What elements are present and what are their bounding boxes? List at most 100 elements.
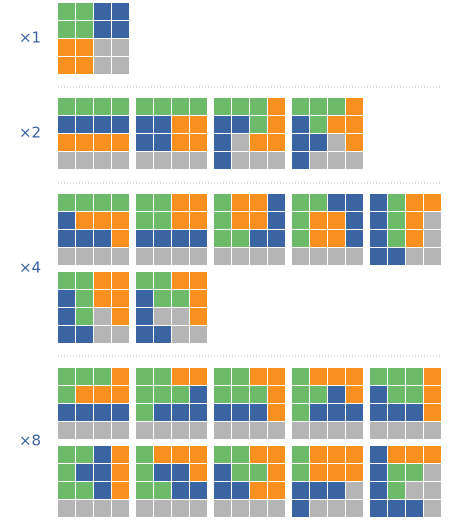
grid-cell	[136, 290, 153, 307]
grid-cell	[328, 446, 345, 463]
grid-cell	[190, 134, 207, 151]
grid-cell	[136, 446, 153, 463]
grid-cell	[76, 464, 93, 481]
grid-cell	[328, 134, 345, 151]
grid-cell	[268, 386, 285, 403]
grid-cell	[76, 404, 93, 421]
grid-cell	[112, 500, 129, 517]
grid-cell	[136, 308, 153, 325]
grid-cell	[154, 368, 171, 385]
grid-cell	[190, 212, 207, 229]
grid-cell	[232, 404, 249, 421]
grid-cell	[94, 404, 111, 421]
grid-cell	[76, 152, 93, 169]
grid-cell	[136, 134, 153, 151]
grid-cell	[292, 422, 309, 439]
grid-cell	[76, 308, 93, 325]
grid-cell	[370, 386, 387, 403]
grid-cell	[172, 422, 189, 439]
grid-cell	[268, 464, 285, 481]
grid-cell	[232, 464, 249, 481]
grid-cell	[136, 272, 153, 289]
grid-cell	[154, 248, 171, 265]
grid-cell	[94, 152, 111, 169]
grid-cell	[268, 422, 285, 439]
grid-cell	[58, 482, 75, 499]
grid-cell	[232, 230, 249, 247]
grid-cell	[292, 194, 309, 211]
grid-cell	[310, 98, 327, 115]
grid-cell	[58, 446, 75, 463]
grid-cell	[94, 21, 111, 38]
grid-cell	[310, 482, 327, 499]
grid-cell	[58, 212, 75, 229]
grid-cell	[232, 248, 249, 265]
grid-cell	[250, 386, 267, 403]
grid-cell	[76, 326, 93, 343]
grid-cell	[346, 464, 363, 481]
grid-cell	[154, 194, 171, 211]
grid-cell	[328, 98, 345, 115]
grid-cell	[232, 98, 249, 115]
grid-cell	[388, 368, 405, 385]
grid-cell	[388, 500, 405, 517]
grid-cell	[406, 230, 423, 247]
grid-cell	[214, 248, 231, 265]
grid-cell	[292, 98, 309, 115]
grid-cell	[136, 464, 153, 481]
grid-cell	[58, 21, 75, 38]
grid-cell	[232, 134, 249, 151]
grid-cell	[406, 464, 423, 481]
grid-cell	[310, 152, 327, 169]
grid-cell	[154, 308, 171, 325]
grid-cell	[94, 57, 111, 74]
grid-cell	[346, 248, 363, 265]
grid-cell	[328, 194, 345, 211]
grid-cell	[112, 116, 129, 133]
grid-cell	[154, 446, 171, 463]
grid-cell	[172, 248, 189, 265]
grid-cell	[328, 230, 345, 247]
grid-cell	[172, 134, 189, 151]
grid-cell	[424, 464, 441, 481]
grid-cell	[94, 308, 111, 325]
grid-cell	[292, 248, 309, 265]
grid-cell	[250, 194, 267, 211]
grid-cell	[406, 194, 423, 211]
grid-cell	[250, 464, 267, 481]
grid-cell	[112, 98, 129, 115]
grid-cell	[112, 308, 129, 325]
grid-cell	[172, 272, 189, 289]
grid-cell	[76, 57, 93, 74]
grid-cell	[310, 194, 327, 211]
grid-cell	[154, 422, 171, 439]
grid-cell	[94, 134, 111, 151]
grid-cell	[154, 272, 171, 289]
grid-cell	[58, 116, 75, 133]
grid-cell	[268, 248, 285, 265]
grid-cell	[136, 500, 153, 517]
grid-cell	[190, 290, 207, 307]
grid-cell	[250, 212, 267, 229]
grid-cell	[388, 464, 405, 481]
grid-cell	[268, 230, 285, 247]
grid-cell	[310, 446, 327, 463]
grid-cell	[328, 464, 345, 481]
grid-cell	[94, 194, 111, 211]
grid-cell	[94, 212, 111, 229]
grid-cell	[310, 404, 327, 421]
grid-cell	[424, 368, 441, 385]
grid-cell	[172, 152, 189, 169]
grid-cell	[172, 404, 189, 421]
section-label: ×8	[19, 432, 41, 450]
grid-cell	[406, 500, 423, 517]
grid-cell	[172, 464, 189, 481]
grid-cell	[172, 98, 189, 115]
grid-cell	[310, 230, 327, 247]
grid-cell	[268, 152, 285, 169]
grid-cell	[424, 248, 441, 265]
grid-cell	[406, 368, 423, 385]
grid-cell	[406, 422, 423, 439]
grid-cell	[292, 368, 309, 385]
